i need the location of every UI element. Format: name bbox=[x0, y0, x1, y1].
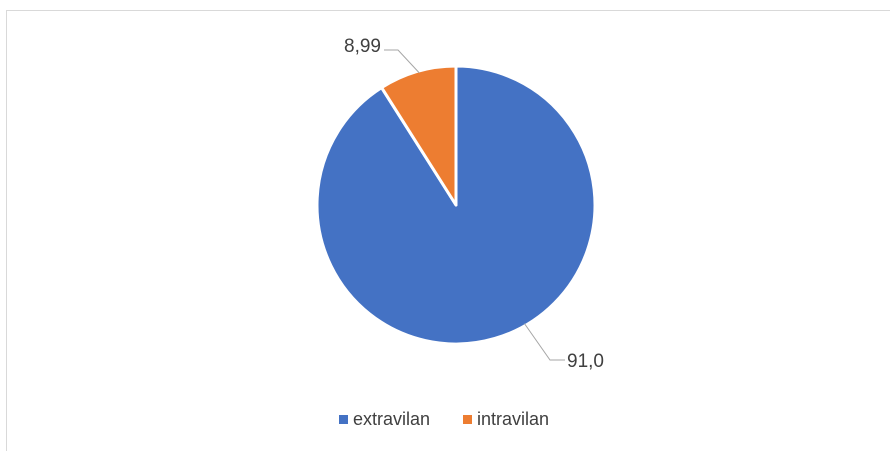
pie-slices bbox=[315, 64, 597, 346]
data-label-intravilan: 8,99 bbox=[344, 36, 381, 57]
legend-swatch-extravilan bbox=[339, 415, 348, 424]
pie-slice-extravilan bbox=[315, 64, 597, 346]
leader-line-intravilan bbox=[384, 49, 420, 74]
legend: extravilan intravilan bbox=[339, 409, 549, 429]
data-label-extravilan: 91,0 bbox=[567, 351, 604, 372]
pie-slice-intravilan bbox=[380, 64, 458, 207]
leader-line-extravilan bbox=[524, 323, 565, 361]
leader-lines bbox=[384, 49, 565, 361]
legend-swatch-intravilan bbox=[463, 415, 472, 424]
chart-area bbox=[6, 10, 890, 451]
legend-label-extravilan: extravilan bbox=[353, 409, 430, 429]
legend-label-intravilan: intravilan bbox=[477, 409, 549, 429]
data-labels: 91,0 8,99 bbox=[344, 36, 604, 372]
